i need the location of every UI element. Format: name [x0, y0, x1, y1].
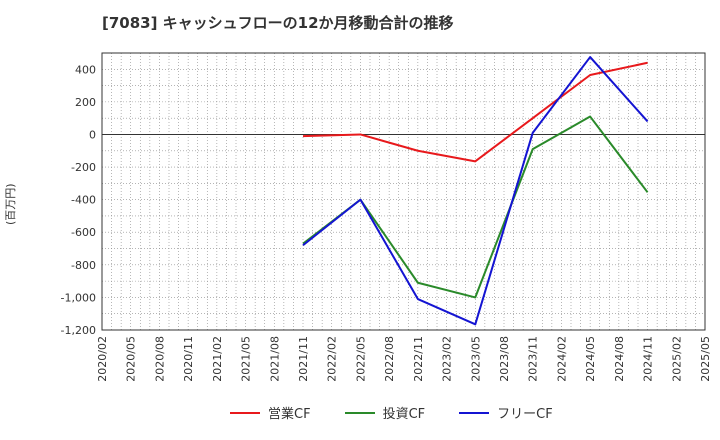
x-tick-label: 2024/05 — [584, 336, 597, 382]
x-tick-label: 2020/05 — [125, 336, 138, 382]
x-tick-label: 2022/08 — [383, 336, 396, 382]
x-tick-label: 2023/02 — [441, 336, 454, 382]
legend-swatch — [344, 411, 375, 414]
x-tick-label: 2025/02 — [670, 336, 683, 382]
x-tick-label: 2025/05 — [699, 336, 712, 382]
x-tick-label: 2023/05 — [469, 336, 482, 382]
x-tick-label: 2024/02 — [555, 336, 568, 382]
y-tick-label: 0 — [89, 128, 96, 141]
x-tick-label: 2024/11 — [642, 336, 655, 382]
x-tick-label: 2021/02 — [211, 336, 224, 382]
x-tick-label: 2022/11 — [412, 336, 425, 382]
legend-swatch — [459, 411, 490, 414]
legend-label: 営業CF — [268, 407, 311, 422]
x-tick-label: 2020/08 — [153, 336, 166, 382]
x-tick-label: 2023/11 — [527, 336, 540, 382]
plot-frame — [101, 52, 706, 331]
y-tick-label: -1,200 — [61, 324, 96, 337]
y-tick-label: -200 — [71, 161, 96, 174]
legend-label: フリーCF — [497, 407, 553, 422]
x-tick-label: 2020/02 — [96, 336, 109, 382]
legend-item: 投資CF — [344, 403, 426, 422]
x-tick-label: 2021/08 — [268, 336, 281, 382]
legend: 営業CF 投資CF フリーCF — [230, 403, 553, 422]
x-tick-label: 2024/08 — [613, 336, 626, 382]
x-tick-label: 2022/05 — [354, 336, 367, 382]
legend-label: 投資CF — [382, 407, 426, 422]
x-tick-label: 2023/08 — [498, 336, 511, 382]
legend-item: フリーCF — [459, 403, 553, 422]
x-tick-label: 2021/05 — [240, 336, 253, 382]
x-tick-label: 2020/11 — [182, 336, 195, 382]
legend-item: 営業CF — [230, 403, 311, 422]
chart-title: [7083] キャッシュフローの12か月移動合計の推移 — [102, 14, 454, 32]
legend-swatch — [230, 411, 260, 414]
x-tick-label: 2021/11 — [297, 336, 310, 382]
plot-area — [102, 53, 705, 330]
y-tick-label: -1,000 — [61, 291, 96, 304]
y-tick-label: -400 — [71, 194, 96, 207]
y-tick-label: 200 — [75, 96, 96, 109]
y-tick-label: -600 — [71, 226, 96, 239]
y-tick-label: 400 — [75, 63, 96, 76]
x-tick-label: 2022/02 — [326, 336, 339, 382]
y-tick-label: -800 — [71, 259, 96, 272]
